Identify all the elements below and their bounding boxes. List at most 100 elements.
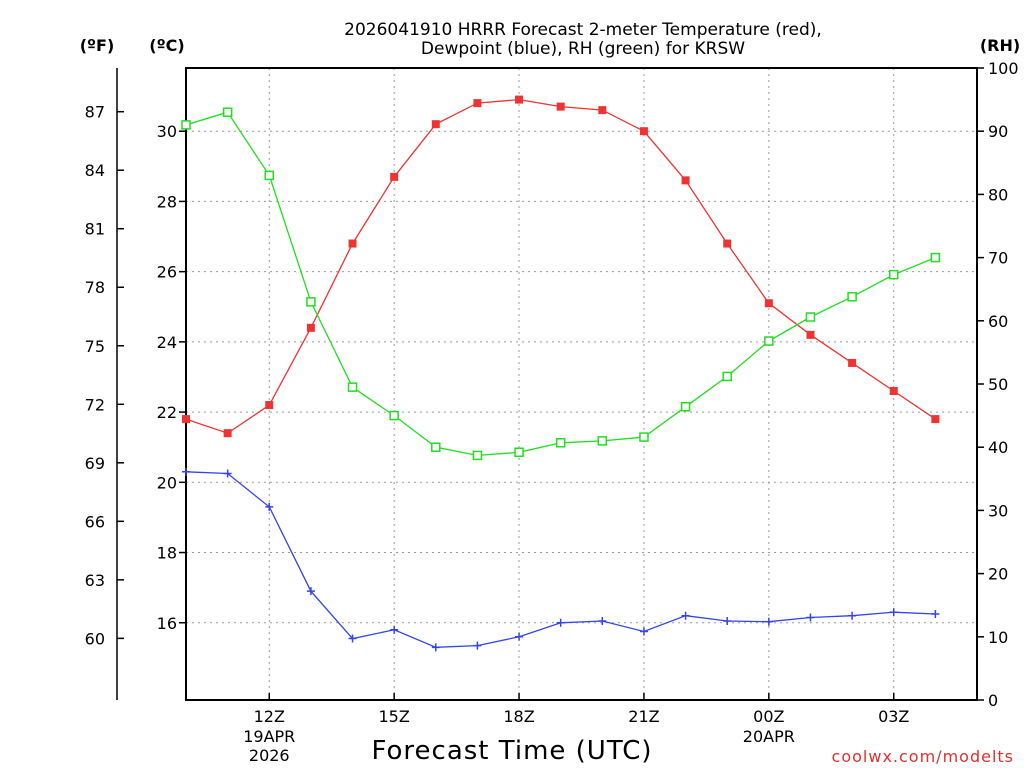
rh-point <box>306 297 316 307</box>
rh-unit-label: (RH) <box>980 36 1020 55</box>
dewpoint-point <box>306 587 315 596</box>
rh-point <box>431 442 441 452</box>
celsius-unit-label: (ºC) <box>149 36 184 55</box>
celsius-tick-label: 24 <box>157 333 177 352</box>
x-tick-label: 00Z <box>753 707 784 726</box>
dewpoint-point <box>806 613 815 622</box>
dewpoint-point <box>889 608 898 617</box>
fahrenheit-tick-label: 60 <box>85 629 105 648</box>
rh-point <box>264 170 275 181</box>
rh-point <box>805 312 816 322</box>
x-tick-label: 21Z <box>628 707 659 726</box>
dewpoint-point <box>431 643 440 652</box>
celsius-tick-label: 26 <box>157 263 177 282</box>
rh-point <box>555 438 566 448</box>
dewpoint-point <box>598 617 607 625</box>
rh-point <box>680 402 691 412</box>
rh-point <box>597 436 608 446</box>
fahrenheit-tick-label: 69 <box>85 454 105 473</box>
fahrenheit-unit-label: (ºF) <box>80 36 115 55</box>
chart-title-line1: 2026041910 HRRR Forecast 2-meter Tempera… <box>344 20 822 40</box>
rh-tick-label: 40 <box>988 438 1008 457</box>
rh-point <box>514 447 524 458</box>
x-axis-title: Forecast Time (UTC) <box>371 736 652 766</box>
temperature-point <box>598 106 607 115</box>
rh-tick-label: 100 <box>988 59 1019 78</box>
chart-title-line2: Dewpoint (blue), RH (green) for KRSW <box>421 39 745 59</box>
temperature-point <box>723 239 732 248</box>
dewpoint-point <box>681 611 690 620</box>
x-tick-label: 15Z <box>378 707 409 726</box>
rh-line <box>185 111 936 457</box>
rh-point <box>389 410 399 421</box>
fahrenheit-tick-label: 78 <box>85 278 105 297</box>
rh-point <box>722 371 732 382</box>
fahrenheit-tick-label: 87 <box>85 103 105 122</box>
temperature-point <box>431 120 440 129</box>
temperature-point <box>889 387 898 396</box>
temperature-point <box>848 358 857 367</box>
rh-point <box>181 120 191 130</box>
temperature-point <box>348 239 357 248</box>
x-tick-label: 12Z <box>254 707 285 726</box>
credit-text: coolwx.com/modelts <box>832 747 1014 766</box>
fahrenheit-tick-label: 81 <box>85 220 105 239</box>
celsius-tick-label: 16 <box>157 614 177 633</box>
temperature-point <box>556 102 565 111</box>
dewpoint-point <box>390 625 399 634</box>
rh-tick-label: 10 <box>988 628 1008 647</box>
dewpoint-point <box>223 469 232 478</box>
temperature-line <box>185 98 936 434</box>
rh-tick-label: 30 <box>988 501 1008 520</box>
x-date-label: 19APR <box>243 727 295 746</box>
temperature-point <box>639 127 648 136</box>
rh-tick-label: 90 <box>988 122 1008 141</box>
temperature-point <box>223 429 232 438</box>
rh-point <box>222 107 233 117</box>
rh-point <box>764 336 774 346</box>
x-date-label: 20APR <box>743 727 795 746</box>
dewpoint-point <box>515 632 524 641</box>
celsius-tick-label: 20 <box>157 473 177 492</box>
rh-point <box>888 269 899 280</box>
celsius-tick-label: 28 <box>157 192 177 211</box>
temperature-point <box>515 95 524 104</box>
rh-point <box>930 252 941 263</box>
dewpoint-point <box>931 609 940 618</box>
fahrenheit-tick-label: 72 <box>85 395 105 414</box>
dewpoint-point <box>265 502 274 511</box>
x-year-label: 2026 <box>249 746 290 765</box>
dewpoint-point <box>723 617 732 625</box>
rh-point <box>639 432 649 442</box>
rh-tick-label: 20 <box>988 565 1008 584</box>
fahrenheit-tick-label: 63 <box>85 571 105 590</box>
fahrenheit-tick-label: 66 <box>85 512 105 531</box>
rh-point <box>847 292 857 302</box>
temperature-point <box>764 299 773 308</box>
dewpoint-point <box>473 641 482 650</box>
temperature-point <box>390 172 399 181</box>
temperature-point <box>306 323 315 332</box>
temperature-point <box>806 330 815 339</box>
rh-tick-label: 80 <box>988 185 1008 204</box>
rh-tick-label: 50 <box>988 375 1008 394</box>
data-series <box>181 95 941 652</box>
dewpoint-point <box>848 611 857 620</box>
gridlines <box>186 68 977 700</box>
dewpoint-point <box>182 467 190 476</box>
rh-point <box>347 382 358 392</box>
rh-point <box>472 450 483 461</box>
dewpoint-point <box>556 618 565 627</box>
celsius-tick-label: 18 <box>157 544 177 563</box>
rh-tick-label: 60 <box>988 312 1008 331</box>
temperature-point <box>473 99 482 108</box>
temperature-point <box>931 415 940 424</box>
x-tick-label: 03Z <box>878 707 909 726</box>
dewpoint-point <box>764 617 773 626</box>
celsius-tick-label: 30 <box>157 122 177 141</box>
plot-area-frame <box>185 67 978 701</box>
temperature-point <box>182 415 190 424</box>
fahrenheit-tick-label: 75 <box>85 337 105 356</box>
